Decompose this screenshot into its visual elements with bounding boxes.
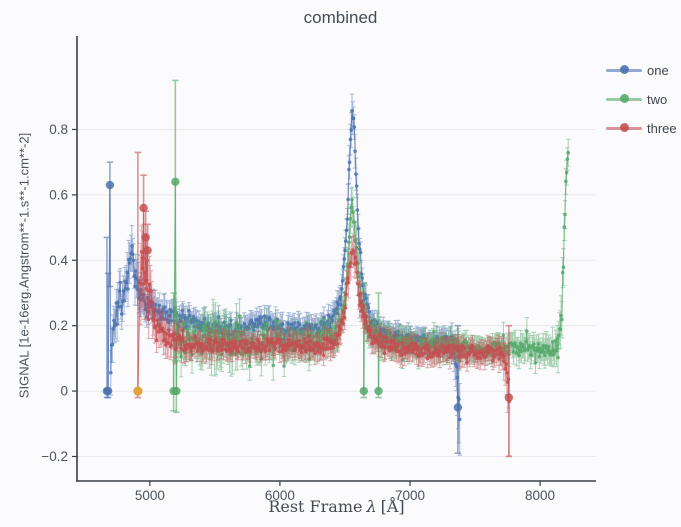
x-axis-title-unit: [Å] xyxy=(380,497,405,516)
series-two[interactable] xyxy=(169,79,571,414)
y-tick-label-−0.2: −0.2 xyxy=(41,449,68,464)
lambda-symbol: λ xyxy=(366,497,377,516)
legend-item-two[interactable]: two xyxy=(606,89,677,109)
legend-item-three[interactable]: three xyxy=(606,118,677,138)
legend-marker-one-icon xyxy=(606,60,642,80)
series-three[interactable] xyxy=(133,151,514,458)
y-tick-label-0.8: 0.8 xyxy=(49,122,68,137)
chart-title: combined xyxy=(303,8,378,27)
y-tick-label-0.6: 0.6 xyxy=(49,187,68,202)
legend-label-three: three xyxy=(647,120,677,136)
legend-label-one: one xyxy=(647,62,669,78)
y-axis-title: SIGNAL [1e-16erg.Angstrom**-1.s**-1.cm**… xyxy=(16,132,32,399)
x-tick-label-7000: 7000 xyxy=(395,488,425,503)
legend: one two three xyxy=(606,60,677,147)
x-tick-label-6000: 6000 xyxy=(265,488,295,503)
x-tick-label-8000: 8000 xyxy=(525,488,555,503)
y-tick-label-0.2: 0.2 xyxy=(49,318,68,333)
y-tick-label-0.4: 0.4 xyxy=(49,253,68,268)
series-one[interactable] xyxy=(102,93,463,456)
orange-outlier-point xyxy=(133,386,143,396)
legend-marker-three-icon xyxy=(606,118,642,138)
legend-marker-two-icon xyxy=(606,89,642,109)
legend-label-two: two xyxy=(647,91,668,107)
y-tick-label-0: 0 xyxy=(60,384,68,399)
x-axis-title-text: Rest Frame xyxy=(268,497,363,516)
x-axis-title: Rest Frame λ [Å] xyxy=(77,497,596,516)
legend-item-one[interactable]: one xyxy=(606,60,677,80)
x-tick-label-5000: 5000 xyxy=(135,488,165,503)
